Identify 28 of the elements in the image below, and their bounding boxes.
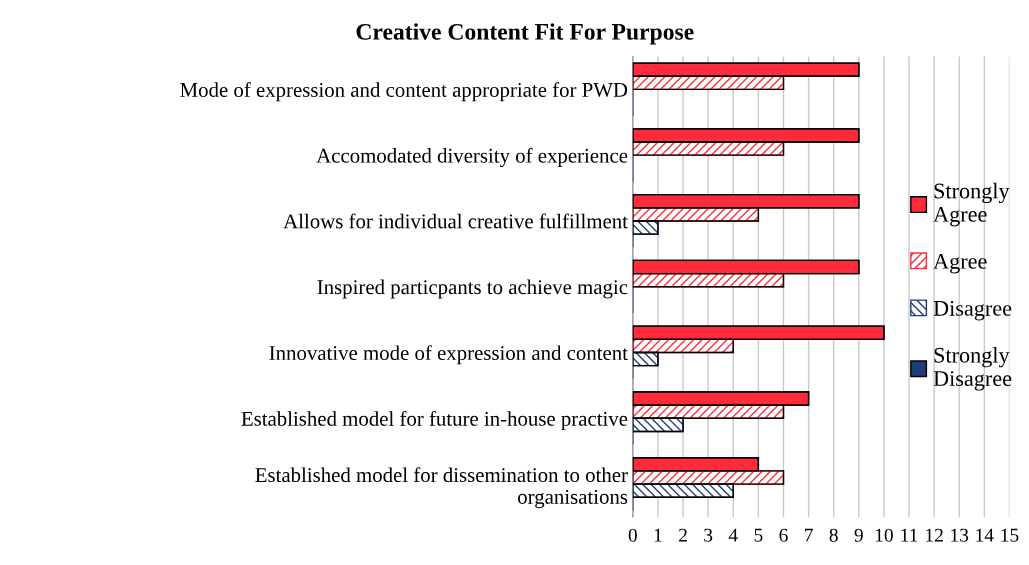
x-tick-label: 14 — [976, 528, 994, 542]
x-tick-label: 7 — [805, 528, 813, 542]
chart-title: Creative Content Fit For Purpose — [356, 23, 694, 45]
legend-label: Strongly Disagree — [933, 347, 1012, 391]
y-tick-label: Established model for future in-house practive — [241, 410, 628, 431]
y-tick-label: Innovative mode of expression and content — [269, 345, 628, 365]
x-tick-label: 1 — [654, 528, 662, 542]
y-tick-label: Established model for dissemination to other organisations — [255, 467, 628, 509]
x-tick-label: 11 — [901, 528, 918, 542]
x-tick-label: 6 — [779, 528, 788, 542]
legend-label: Disagree — [933, 300, 1012, 321]
y-tick-label: Mode of expression and content appropriate for PWD — [180, 82, 628, 102]
legend-label: Agree — [933, 253, 987, 274]
x-tick-label: 2 — [679, 528, 687, 542]
x-tick-label: 13 — [951, 528, 969, 542]
y-tick-label: Allows for individual creative fulfillment — [283, 213, 628, 229]
x-tick-label: 12 — [926, 528, 943, 542]
x-tick-label: 15 — [1001, 528, 1019, 542]
legend-label: Strongly Agree — [933, 182, 1010, 227]
x-tick-label: 5 — [754, 528, 763, 542]
x-tick-label: 9 — [854, 528, 863, 542]
y-tick-label: Accomodated diversity of experience — [316, 147, 628, 167]
x-tick-label: 3 — [704, 528, 713, 542]
y-tick-label: Inspired particpants to achieve magic — [317, 279, 628, 299]
x-tick-label: 0 — [628, 528, 637, 542]
x-tick-label: 4 — [728, 528, 738, 542]
x-tick-label: 10 — [875, 528, 893, 542]
x-tick-label: 8 — [829, 528, 838, 542]
